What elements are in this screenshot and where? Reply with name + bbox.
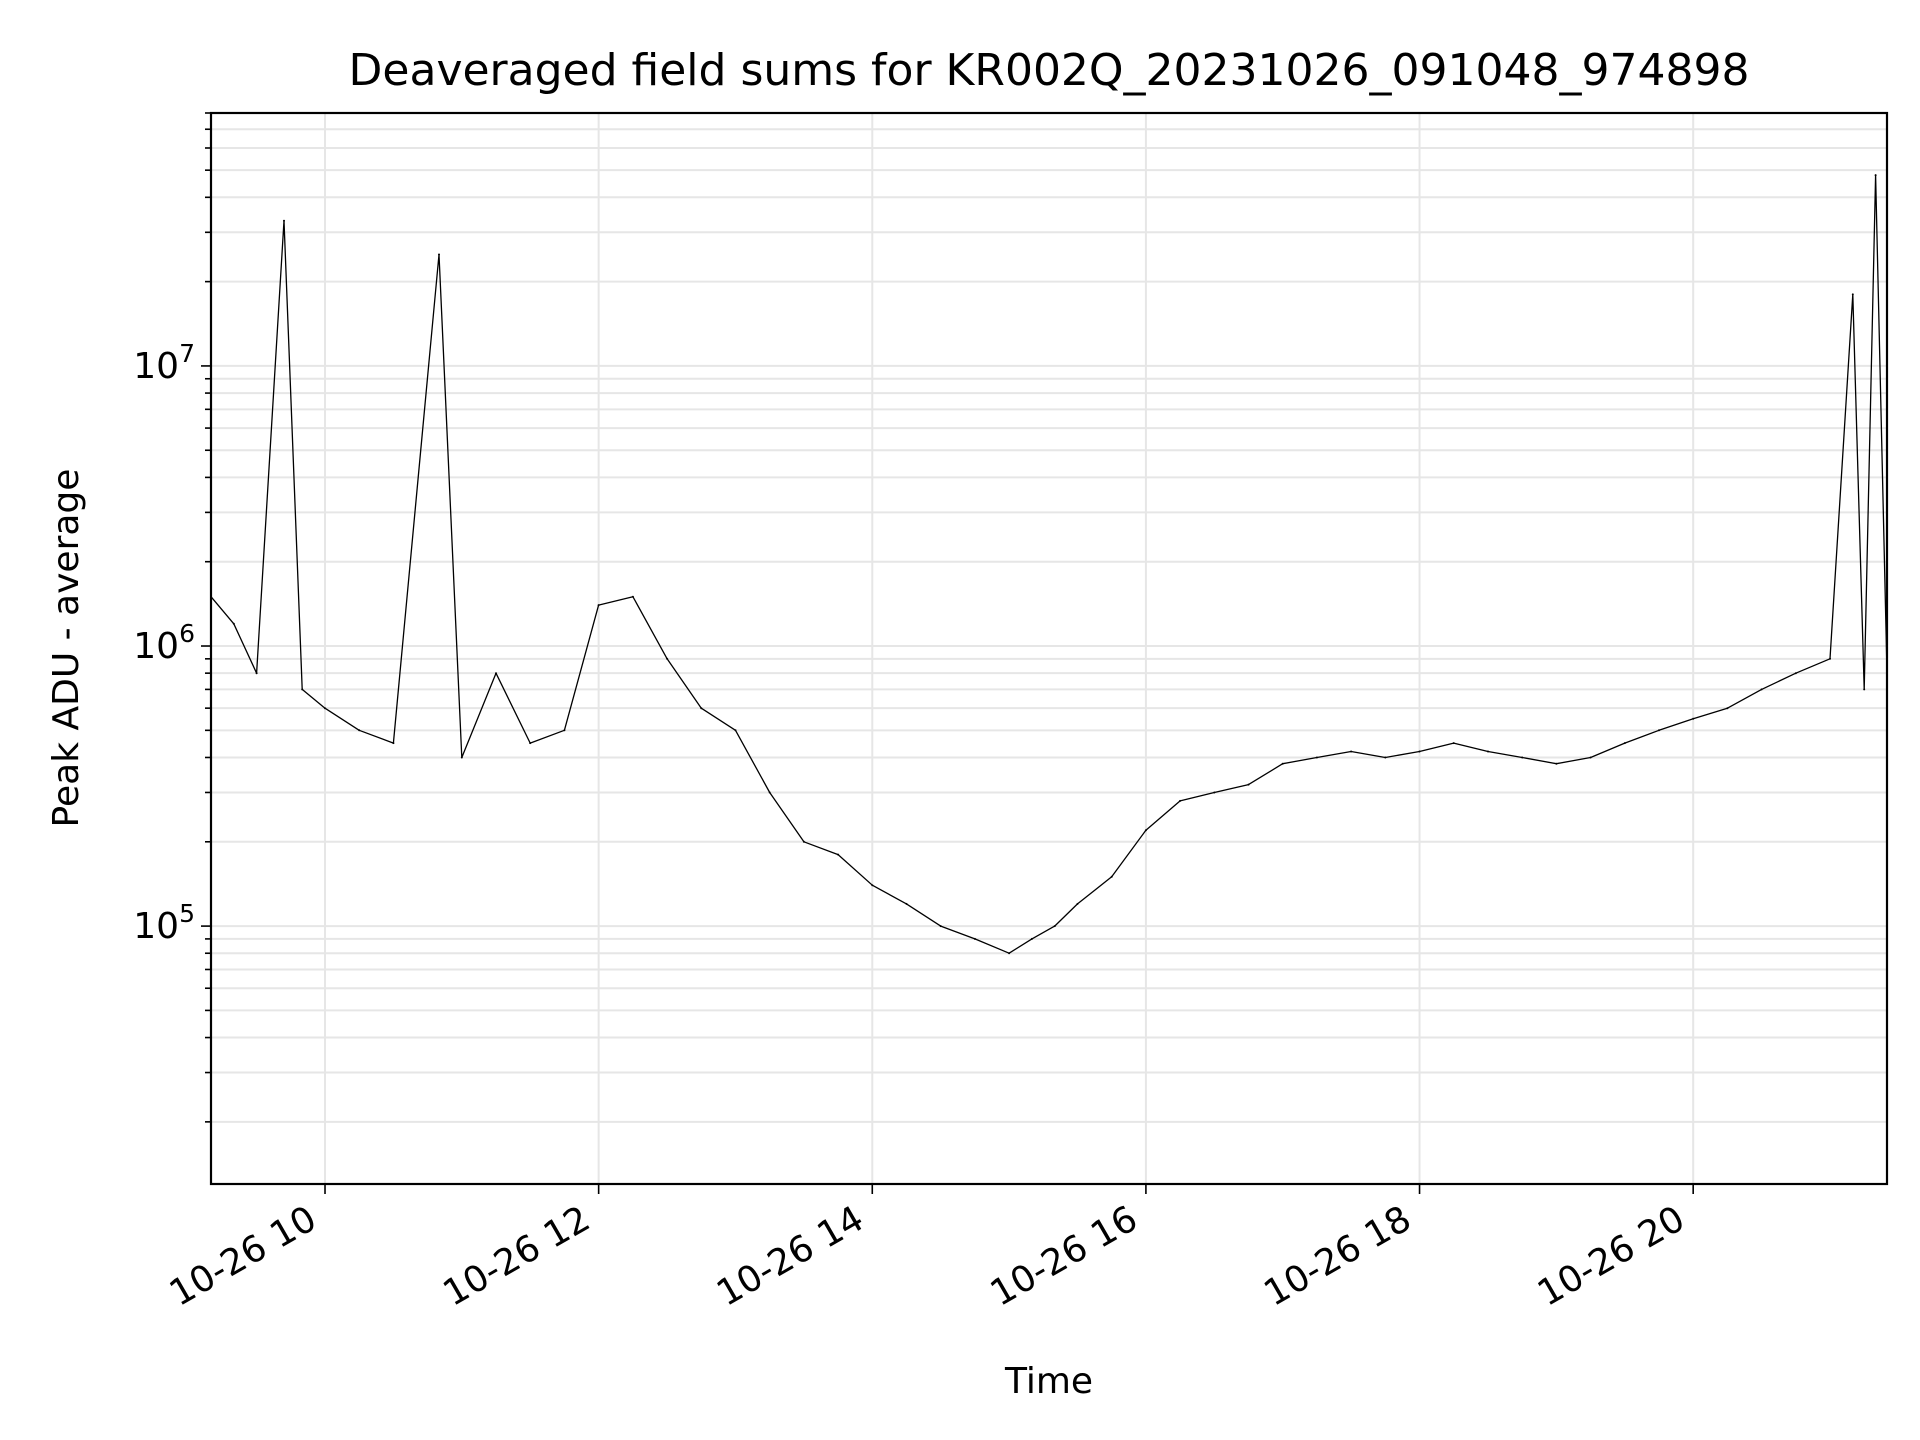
data-point [837,853,840,856]
data-point [1851,293,1854,296]
data-point [1658,729,1660,732]
y-tick-label: 106 [133,619,195,667]
y-axis-label: Peak ADU - average [46,469,87,828]
data-point [1350,750,1353,753]
y-tick-label: 105 [133,899,195,947]
data-point [1384,756,1387,759]
data-point [939,925,942,928]
data-point [768,791,771,794]
data-point [597,604,600,607]
data-point [734,729,737,732]
x-tick-label: 10-26 18 [1257,1198,1418,1314]
data-point [1110,875,1113,878]
data-point [1179,799,1182,802]
data-point [392,742,395,745]
data-point [1726,707,1729,710]
data-point [255,672,258,675]
data-point [1418,750,1421,753]
data-point [438,253,440,256]
data-point [871,884,874,887]
data-point [1521,756,1524,759]
data-point [1874,174,1877,177]
data-point [324,707,326,710]
data-point [232,622,235,625]
series-line-group [210,174,1888,955]
data-point [1452,742,1455,745]
data-point [1487,750,1489,753]
series-line [210,174,1888,954]
data-point [529,742,532,745]
chart-title: Deaveraged field sums for KR002Q_2023102… [349,45,1750,96]
data-point [1213,791,1216,794]
data-point [1760,688,1763,691]
data-point [1144,829,1147,832]
data-point [1247,783,1250,786]
data-point [563,729,566,732]
grid-lines [211,112,1887,1184]
data-point [1030,937,1033,940]
data-point [460,756,463,759]
data-point [1863,688,1866,691]
data-point [700,707,703,710]
data-point [358,729,361,732]
data-point [1008,952,1011,955]
data-point [1692,717,1695,720]
data-point [1589,756,1592,759]
x-tick-label: 10-26 16 [984,1198,1145,1314]
y-tick-label: 107 [133,339,195,387]
axis-ticks: 10-26 10 10-26 12 10-26 14 10-26 16 10-26 18… [133,112,1694,1315]
data-point [802,840,805,843]
x-tick-label: 10-26 12 [436,1198,597,1314]
data-point [1281,762,1284,765]
data-point [301,688,304,691]
plot-frame [209,111,1889,1186]
x-axis-label: Time [1004,1361,1093,1402]
data-point [905,902,908,905]
data-point [1315,756,1318,759]
data-point [1623,742,1626,745]
x-tick-label: 10-26 10 [163,1198,324,1314]
x-tick-label: 10-26 14 [710,1198,871,1314]
data-point [1053,925,1056,928]
data-point [283,219,285,222]
data-point [973,937,976,940]
data-point [1555,762,1558,765]
data-point [1794,672,1797,675]
data-point [495,672,497,675]
x-tick-label: 10-26 20 [1531,1198,1692,1314]
data-point [666,657,669,660]
data-point [1829,657,1831,660]
data-point [1076,902,1079,905]
data-point [631,595,634,598]
